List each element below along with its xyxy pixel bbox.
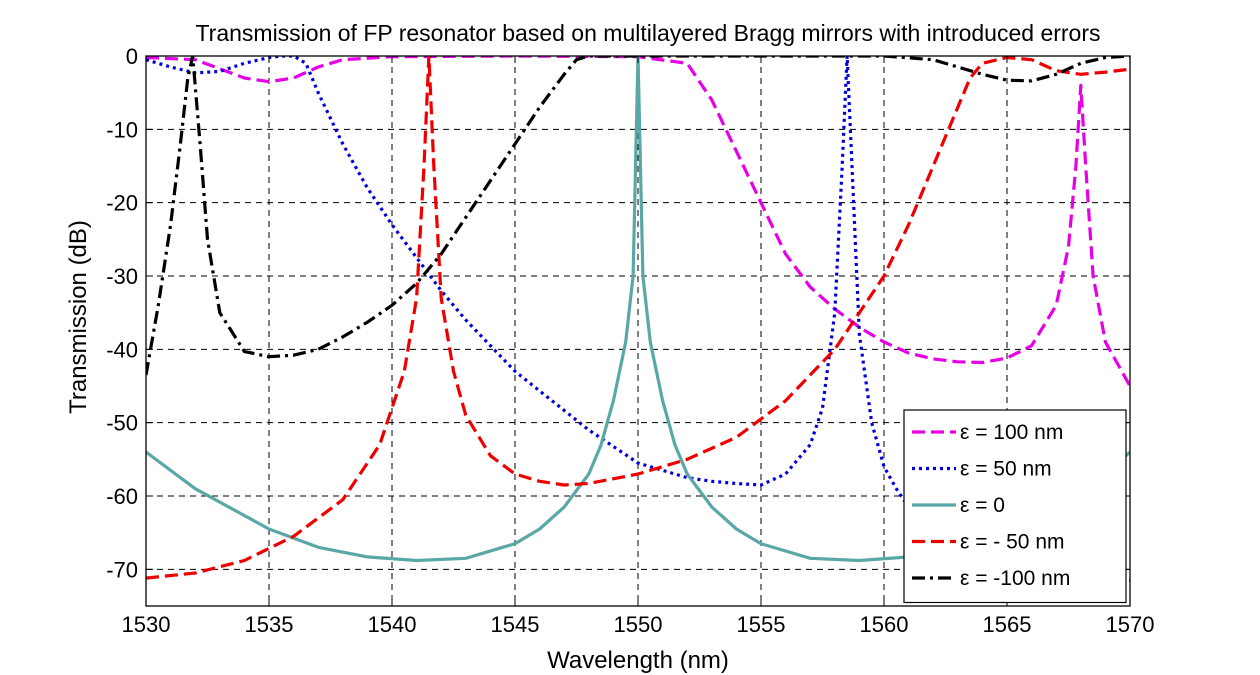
legend: ε = 100 nm ε = 50 nm ε = 0 ε = - 50 nm ε = -… [903, 409, 1127, 604]
legend-label: ε = -100 nm [960, 567, 1070, 590]
x-tick-label: 1560 [860, 612, 909, 637]
legend-label: ε = 50 nm [960, 458, 1052, 481]
y-tick-label: -60 [106, 484, 138, 509]
x-axis-title: Wavelength (nm) [547, 647, 729, 674]
y-tick-label: -30 [106, 264, 138, 289]
legend-label: ε = 100 nm [960, 421, 1063, 444]
y-tick-label: -50 [106, 411, 138, 436]
x-tick-label: 1570 [1106, 612, 1155, 637]
series-line-4 [146, 56, 1130, 580]
legend-label: ε = - 50 nm [960, 531, 1065, 554]
x-tick-label: 1550 [614, 612, 663, 637]
x-tick-label: 1530 [122, 612, 171, 637]
y-tick-label: -40 [106, 337, 138, 362]
y-tick-label: -10 [106, 117, 138, 142]
y-tick-label: 0 [126, 44, 138, 69]
x-tick-label: 1535 [245, 612, 294, 637]
y-axis-title: Transmission (dB) [65, 220, 92, 414]
y-tick-label: -20 [106, 191, 138, 216]
x-tick-label: 1545 [491, 612, 540, 637]
x-tick-label: 1540 [368, 612, 417, 637]
chart-title: Transmission of FP resonator based on mu… [195, 20, 1100, 46]
x-tick-label: 1555 [737, 612, 786, 637]
grid-lines [146, 56, 1130, 606]
series-line-3 [146, 56, 1130, 563]
x-tick-label: 1565 [983, 612, 1032, 637]
series-line-5 [146, 56, 1130, 376]
tick-layer: 1530 1535 1540 1545 1550 1555 1560 1565 1570 0 -10… [106, 44, 1154, 637]
legend-label: ε = 0 [960, 494, 1005, 517]
y-tick-label: -70 [106, 557, 138, 582]
